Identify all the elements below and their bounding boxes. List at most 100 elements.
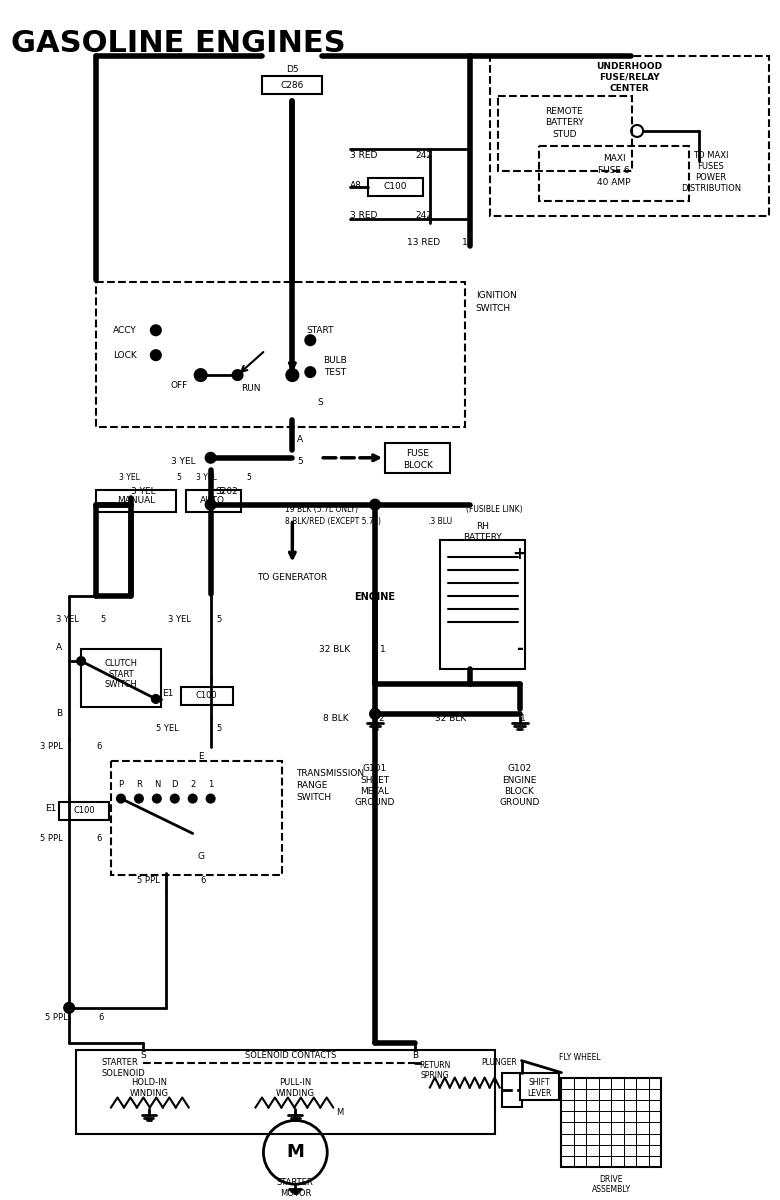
Text: GROUND: GROUND — [355, 798, 395, 808]
Text: ACCY: ACCY — [113, 325, 136, 335]
Text: S: S — [317, 398, 323, 408]
Bar — [59, 802, 109, 820]
Text: 6: 6 — [200, 876, 205, 884]
Text: 3 RED: 3 RED — [350, 151, 378, 161]
Bar — [502, 1073, 522, 1108]
Text: +: + — [512, 546, 526, 564]
Text: D: D — [172, 780, 178, 790]
Text: 1: 1 — [519, 714, 525, 724]
Text: 2: 2 — [190, 780, 195, 790]
Text: TEST: TEST — [324, 367, 346, 377]
Text: 3 YEL: 3 YEL — [196, 473, 217, 482]
Circle shape — [206, 499, 215, 510]
Text: UNDERHOOD: UNDERHOOD — [596, 61, 662, 71]
Text: FLY WHEEL: FLY WHEEL — [558, 1054, 600, 1062]
Bar — [96, 490, 176, 511]
Text: WINDING: WINDING — [276, 1090, 315, 1098]
Text: LOCK: LOCK — [113, 350, 136, 360]
Text: TO MAXI: TO MAXI — [693, 151, 729, 161]
Circle shape — [151, 350, 161, 360]
Text: 5: 5 — [101, 614, 105, 624]
Text: IGNITION: IGNITION — [476, 290, 516, 300]
Text: -: - — [516, 640, 523, 658]
Circle shape — [152, 695, 160, 703]
Text: DISTRIBUTION: DISTRIBUTION — [681, 185, 741, 193]
Text: 3 YEL: 3 YEL — [131, 487, 156, 496]
Circle shape — [305, 367, 315, 377]
Circle shape — [370, 499, 380, 510]
Circle shape — [117, 794, 125, 803]
Text: 8 BLK/RED (EXCEPT 5.7L): 8 BLK/RED (EXCEPT 5.7L) — [285, 517, 381, 526]
Text: 40 AMP: 40 AMP — [597, 179, 631, 187]
Text: 6: 6 — [98, 1013, 104, 1022]
Text: D5: D5 — [286, 65, 299, 73]
Text: G: G — [197, 852, 204, 860]
Bar — [111, 761, 282, 875]
Circle shape — [171, 794, 179, 803]
Text: B: B — [412, 1051, 418, 1060]
Text: RUN: RUN — [241, 384, 261, 392]
Text: MANUAL: MANUAL — [117, 496, 155, 505]
Text: R: R — [136, 780, 142, 790]
Text: A8: A8 — [350, 181, 362, 191]
Text: 5: 5 — [218, 487, 225, 496]
Bar — [490, 56, 768, 216]
Text: FUSES: FUSES — [697, 162, 724, 172]
Bar — [76, 1050, 495, 1134]
Text: G102: G102 — [508, 764, 532, 773]
Bar — [262, 76, 322, 94]
Text: BATTERY: BATTERY — [463, 533, 502, 542]
Text: 3 PPL: 3 PPL — [40, 743, 62, 751]
Text: C100: C100 — [196, 691, 218, 701]
Circle shape — [370, 709, 380, 719]
Text: CLUTCH: CLUTCH — [105, 659, 137, 667]
Text: 13 RED: 13 RED — [406, 238, 440, 247]
Text: MAXI: MAXI — [603, 155, 626, 163]
Text: WINDING: WINDING — [129, 1090, 168, 1098]
Text: RANGE: RANGE — [296, 781, 328, 790]
Text: OFF: OFF — [170, 380, 187, 390]
Text: E1: E1 — [44, 804, 56, 814]
Circle shape — [151, 325, 161, 335]
Text: 2: 2 — [378, 714, 384, 724]
Text: STARTER: STARTER — [277, 1177, 314, 1187]
Text: C100: C100 — [73, 806, 95, 815]
Text: REMOTE: REMOTE — [545, 107, 583, 115]
Text: SHIFT: SHIFT — [529, 1078, 550, 1087]
Text: 1: 1 — [380, 644, 386, 654]
Text: SOLENOID: SOLENOID — [101, 1069, 145, 1078]
Text: MOTOR: MOTOR — [280, 1189, 311, 1198]
Text: BLOCK: BLOCK — [403, 461, 433, 470]
Text: TO GENERATOR: TO GENERATOR — [257, 572, 328, 582]
Text: PLUNGER: PLUNGER — [482, 1058, 517, 1067]
Text: 1: 1 — [208, 780, 213, 790]
Text: P: P — [119, 780, 123, 790]
Text: S202: S202 — [215, 487, 239, 496]
Text: ENGINE: ENGINE — [502, 776, 537, 785]
Bar — [186, 490, 240, 511]
Circle shape — [207, 794, 215, 803]
Text: FUSE 6: FUSE 6 — [598, 167, 630, 175]
Text: START: START — [108, 670, 134, 678]
Text: A: A — [297, 436, 303, 444]
Text: SWITCH: SWITCH — [296, 793, 331, 802]
Text: FUSE/RELAY: FUSE/RELAY — [599, 73, 659, 82]
Text: HOLD-IN: HOLD-IN — [131, 1078, 167, 1087]
Text: STARTER: STARTER — [101, 1058, 138, 1067]
Text: 32 BLK: 32 BLK — [434, 714, 466, 724]
Text: START: START — [307, 325, 334, 335]
Text: M: M — [336, 1108, 344, 1117]
Bar — [440, 540, 524, 670]
Text: GASOLINE ENGINES: GASOLINE ENGINES — [12, 29, 346, 59]
Circle shape — [153, 794, 161, 803]
Text: SWITCH: SWITCH — [105, 680, 137, 690]
Text: 3 YEL: 3 YEL — [171, 457, 196, 467]
Text: ENGINE: ENGINE — [355, 593, 395, 602]
Bar — [368, 178, 423, 196]
Text: C100: C100 — [383, 182, 406, 191]
Circle shape — [135, 794, 143, 803]
Text: PULL-IN: PULL-IN — [279, 1078, 311, 1087]
Text: 3 YEL: 3 YEL — [56, 614, 79, 624]
Text: E: E — [198, 752, 204, 761]
Text: AUTO: AUTO — [200, 496, 225, 505]
